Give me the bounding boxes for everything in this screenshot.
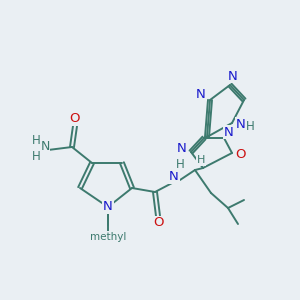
Text: N: N <box>228 70 238 83</box>
Text: N: N <box>103 200 113 214</box>
Text: N: N <box>196 88 206 100</box>
Text: O: O <box>70 112 80 125</box>
Text: O: O <box>236 148 246 161</box>
Text: N: N <box>236 118 246 130</box>
Text: N: N <box>177 142 187 155</box>
Text: N: N <box>40 140 50 154</box>
Text: O: O <box>154 217 164 230</box>
Text: H: H <box>32 149 40 163</box>
Text: H: H <box>197 155 205 165</box>
Text: H: H <box>176 158 184 172</box>
Text: H: H <box>246 119 254 133</box>
Text: methyl: methyl <box>90 232 126 242</box>
Text: N: N <box>169 170 179 184</box>
Text: H: H <box>32 134 40 148</box>
Text: N: N <box>224 125 234 139</box>
